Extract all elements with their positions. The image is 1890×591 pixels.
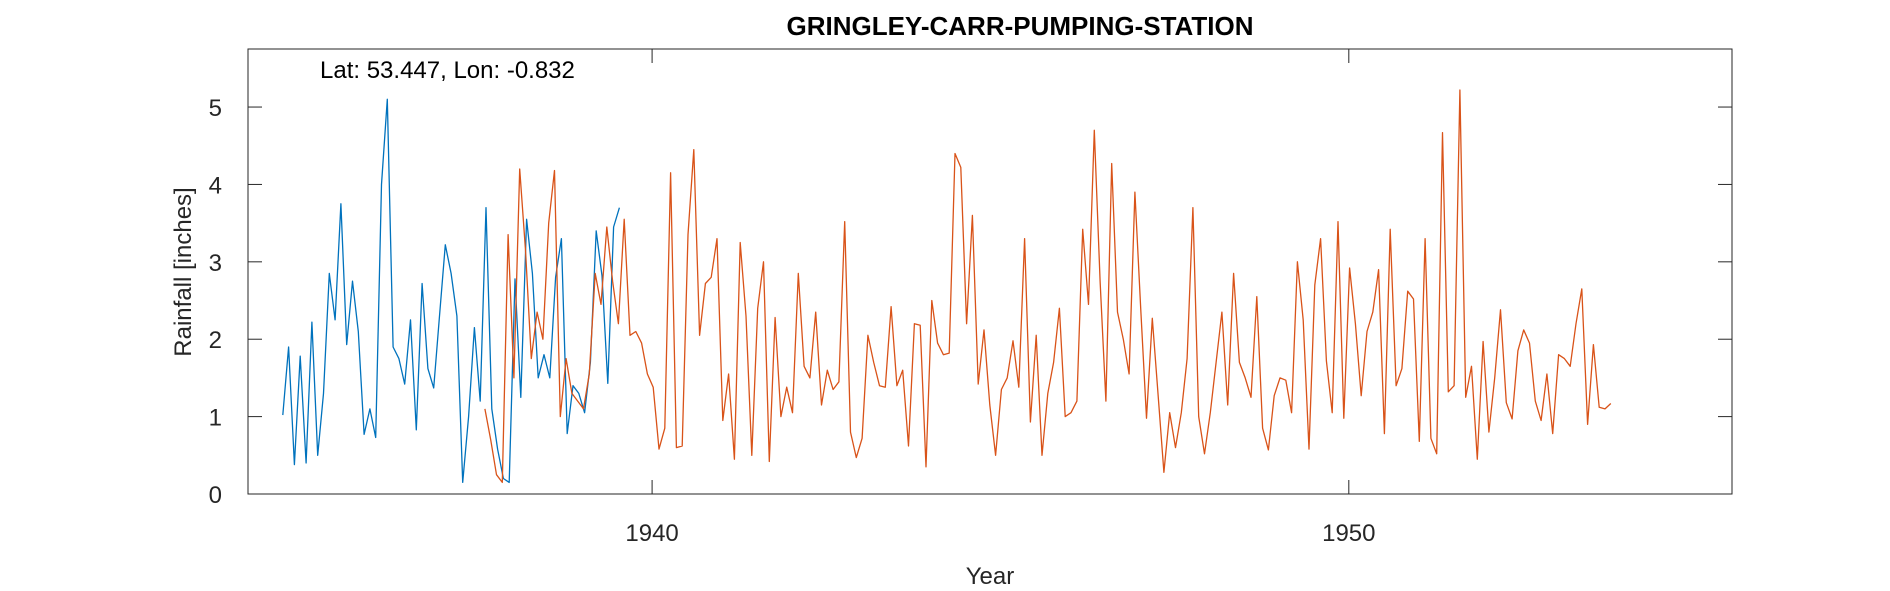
- y-tick-label: 3: [209, 250, 222, 277]
- y-tick-label: 1: [209, 405, 222, 432]
- y-tick-label: 2: [209, 327, 222, 354]
- series-line-2: [484, 89, 1612, 484]
- x-tick-label: 1950: [1322, 520, 1375, 547]
- y-tick-label: 4: [209, 172, 222, 199]
- tick-layer: 0 1 2 3 4 5 1940 1950: [209, 49, 1732, 547]
- plot-area-frame: [247, 48, 1733, 495]
- x-axis-label: Year: [966, 563, 1015, 590]
- series-line-1: [282, 98, 621, 484]
- location-annotation: Lat: 53.447, Lon: -0.832: [320, 57, 575, 84]
- y-tick-label: 0: [209, 482, 222, 509]
- y-tick-label: 5: [209, 95, 222, 122]
- y-axis-label: Rainfall [inches]: [170, 187, 197, 356]
- series-layer: [282, 89, 1612, 484]
- x-tick-label: 1940: [625, 520, 678, 547]
- chart-title: GRINGLEY-CARR-PUMPING-STATION: [786, 11, 1253, 41]
